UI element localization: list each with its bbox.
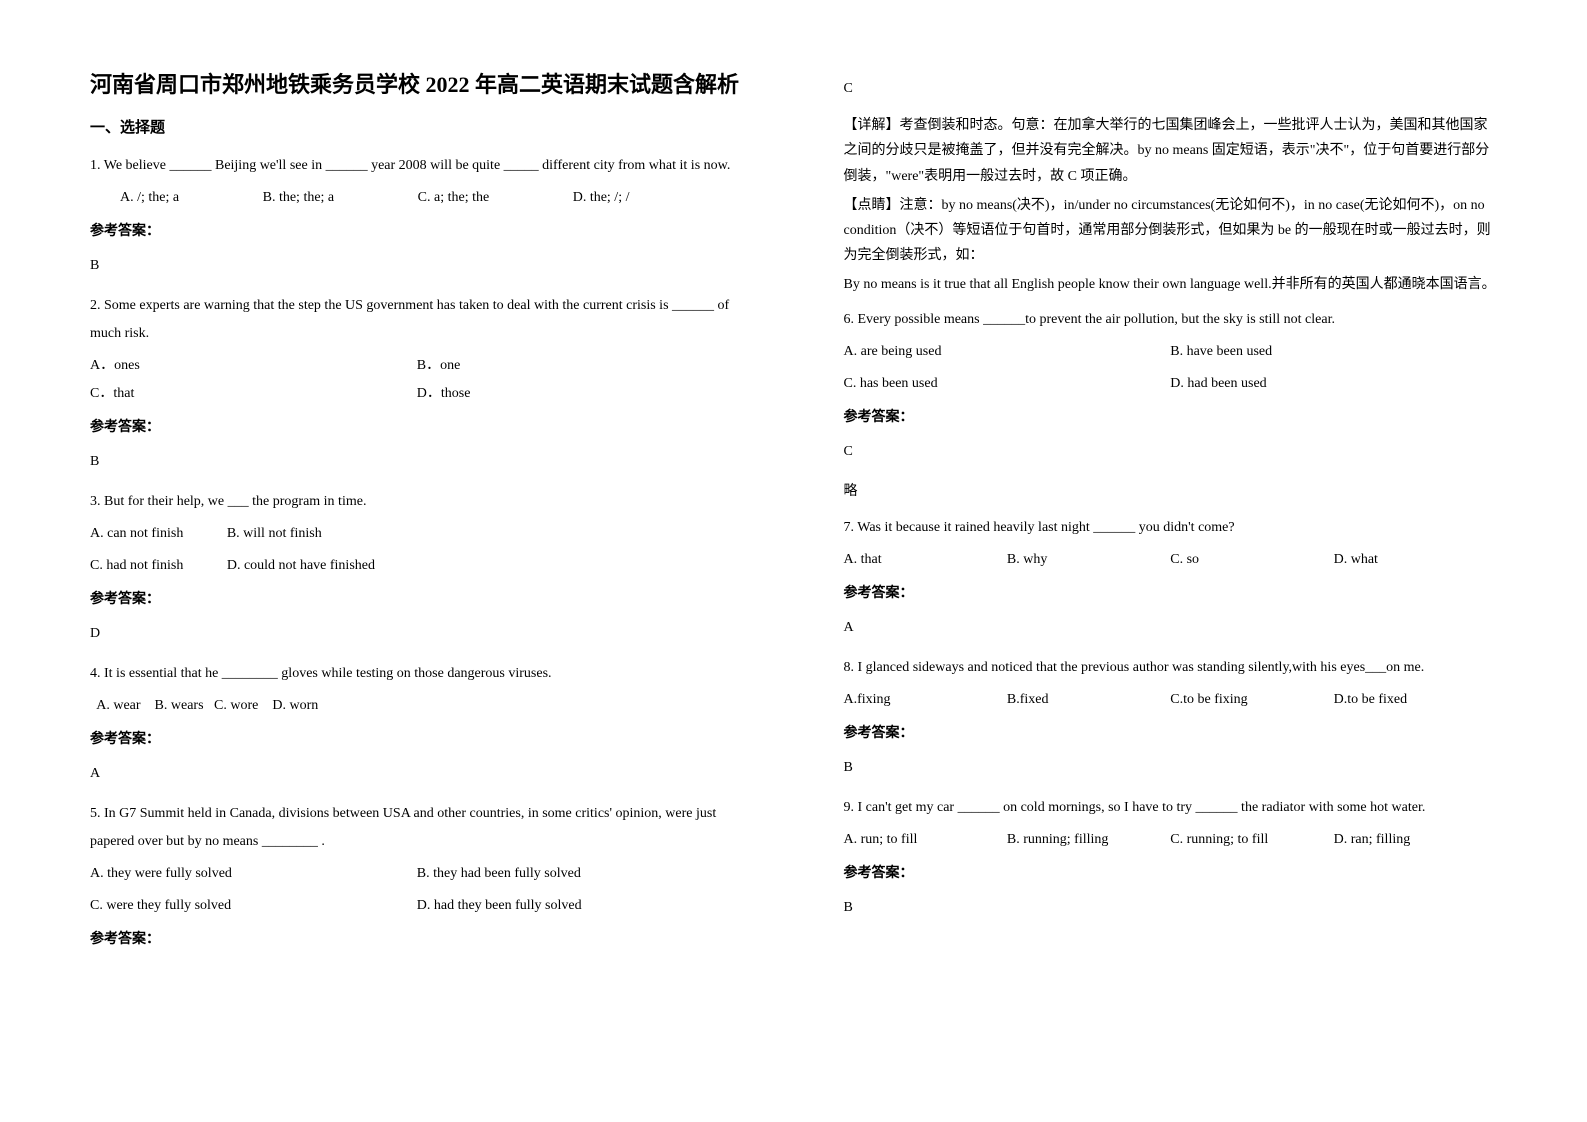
q2: 2. Some experts are warning that the ste… [90, 292, 744, 476]
section-heading: 一、选择题 [90, 115, 744, 142]
q7-a: A. that [844, 546, 1007, 574]
q9-options: A. run; to fill B. running; filling C. r… [844, 826, 1498, 854]
q2-b: B．one [417, 352, 744, 380]
right-column: C 【详解】考查倒装和时态。句意：在加拿大举行的七国集团峰会上，一些批评人士认为… [794, 0, 1587, 1122]
q2-a: A．ones [90, 352, 417, 380]
q4: 4. It is essential that he ________ glov… [90, 660, 744, 788]
q8-a: A.fixing [844, 686, 1007, 714]
q1-c: C. a; the; the [418, 184, 490, 212]
q5-answer: C [844, 76, 1498, 101]
doc-title: 河南省周口市郑州地铁乘务员学校 2022 年高二英语期末试题含解析 [90, 70, 744, 101]
q3-d: D. could not have finished [227, 552, 375, 580]
q8-answer: B [844, 754, 1498, 782]
q6-row1: A. are being used B. have been used [844, 338, 1498, 366]
q3-b: B. will not finish [227, 520, 322, 548]
answer-label: 参考答案： [844, 720, 1498, 748]
q1-text: 1. We believe ______ Beijing we'll see i… [90, 152, 744, 180]
q5-explain-1: 【详解】考查倒装和时态。句意：在加拿大举行的七国集团峰会上，一些批评人士认为，美… [844, 113, 1498, 189]
q6: 6. Every possible means ______to prevent… [844, 306, 1498, 506]
q6-d: D. had been used [1170, 370, 1457, 398]
q1-d: D. the; /; / [573, 184, 630, 212]
q8-d: D.to be fixed [1334, 686, 1497, 714]
q7-b: B. why [1007, 546, 1170, 574]
q5-text: 5. In G7 Summit held in Canada, division… [90, 800, 744, 856]
answer-label: 参考答案： [844, 860, 1498, 888]
q2-options-row1: A．ones B．one [90, 352, 744, 380]
q1-options: A. /; the; a B. the; the; a C. a; the; t… [90, 184, 744, 212]
q5-explain-3: By no means is it true that all English … [844, 272, 1498, 297]
q8-text: 8. I glanced sideways and noticed that t… [844, 654, 1498, 682]
q2-c: C．that [90, 380, 417, 408]
q1-a: A. /; the; a [120, 184, 179, 212]
q4-answer: A [90, 760, 744, 788]
answer-label: 参考答案： [90, 926, 744, 954]
q4-options: A. wear B. wears C. wore D. worn [90, 692, 744, 720]
q9-text: 9. I can't get my car ______ on cold mor… [844, 794, 1498, 822]
q3-row2: C. had not finish D. could not have fini… [90, 552, 744, 580]
q9-answer: B [844, 894, 1498, 922]
q3-c: C. had not finish [90, 552, 183, 580]
q5-b: B. they had been fully solved [417, 860, 744, 888]
q7-d: D. what [1334, 546, 1497, 574]
q2-text: 2. Some experts are warning that the ste… [90, 292, 744, 348]
q2-options-row2: C．that D．those [90, 380, 744, 408]
q9: 9. I can't get my car ______ on cold mor… [844, 794, 1498, 922]
q8-c: C.to be fixing [1170, 686, 1333, 714]
answer-label: 参考答案： [90, 414, 744, 442]
q5: 5. In G7 Summit held in Canada, division… [90, 800, 744, 954]
q1-answer: B [90, 252, 744, 280]
q6-b: B. have been used [1170, 338, 1457, 366]
q5-row1: A. they were fully solved B. they had be… [90, 860, 744, 888]
q7-text: 7. Was it because it rained heavily last… [844, 514, 1498, 542]
q6-row2: C. has been used D. had been used [844, 370, 1498, 398]
q5-c: C. were they fully solved [90, 892, 417, 920]
q1-b: B. the; the; a [263, 184, 335, 212]
q1: 1. We believe ______ Beijing we'll see i… [90, 152, 744, 280]
q7-answer: A [844, 614, 1498, 642]
q3-a: A. can not finish [90, 520, 183, 548]
q8-b: B.fixed [1007, 686, 1170, 714]
q2-d: D．those [417, 380, 744, 408]
q9-a: A. run; to fill [844, 826, 1007, 854]
q7: 7. Was it because it rained heavily last… [844, 514, 1498, 642]
q5-row2: C. were they fully solved D. had they be… [90, 892, 744, 920]
q7-c: C. so [1170, 546, 1333, 574]
left-column: 河南省周口市郑州地铁乘务员学校 2022 年高二英语期末试题含解析 一、选择题 … [0, 0, 794, 1122]
q7-options: A. that B. why C. so D. what [844, 546, 1498, 574]
q3-row1: A. can not finish B. will not finish [90, 520, 744, 548]
answer-label: 参考答案： [844, 404, 1498, 432]
q6-c: C. has been used [844, 370, 1131, 398]
q3: 3. But for their help, we ___ the progra… [90, 488, 744, 648]
q9-c: C. running; to fill [1170, 826, 1333, 854]
q8: 8. I glanced sideways and noticed that t… [844, 654, 1498, 782]
answer-label: 参考答案： [90, 218, 744, 246]
q5-a: A. they were fully solved [90, 860, 417, 888]
answer-label: 参考答案： [90, 726, 744, 754]
answer-label: 参考答案： [844, 580, 1498, 608]
q4-text: 4. It is essential that he ________ glov… [90, 660, 744, 688]
q3-answer: D [90, 620, 744, 648]
q3-text: 3. But for their help, we ___ the progra… [90, 488, 744, 516]
q6-a: A. are being used [844, 338, 1131, 366]
q5-d: D. had they been fully solved [417, 892, 744, 920]
q9-b: B. running; filling [1007, 826, 1170, 854]
q6-answer: C [844, 438, 1498, 466]
answer-label: 参考答案： [90, 586, 744, 614]
q9-d: D. ran; filling [1334, 826, 1497, 854]
lue: 略 [844, 478, 1498, 506]
q5-explain-2: 【点睛】注意：by no means(决不)，in/under no circu… [844, 193, 1498, 269]
q2-answer: B [90, 448, 744, 476]
q6-text: 6. Every possible means ______to prevent… [844, 306, 1498, 334]
q8-options: A.fixing B.fixed C.to be fixing D.to be … [844, 686, 1498, 714]
